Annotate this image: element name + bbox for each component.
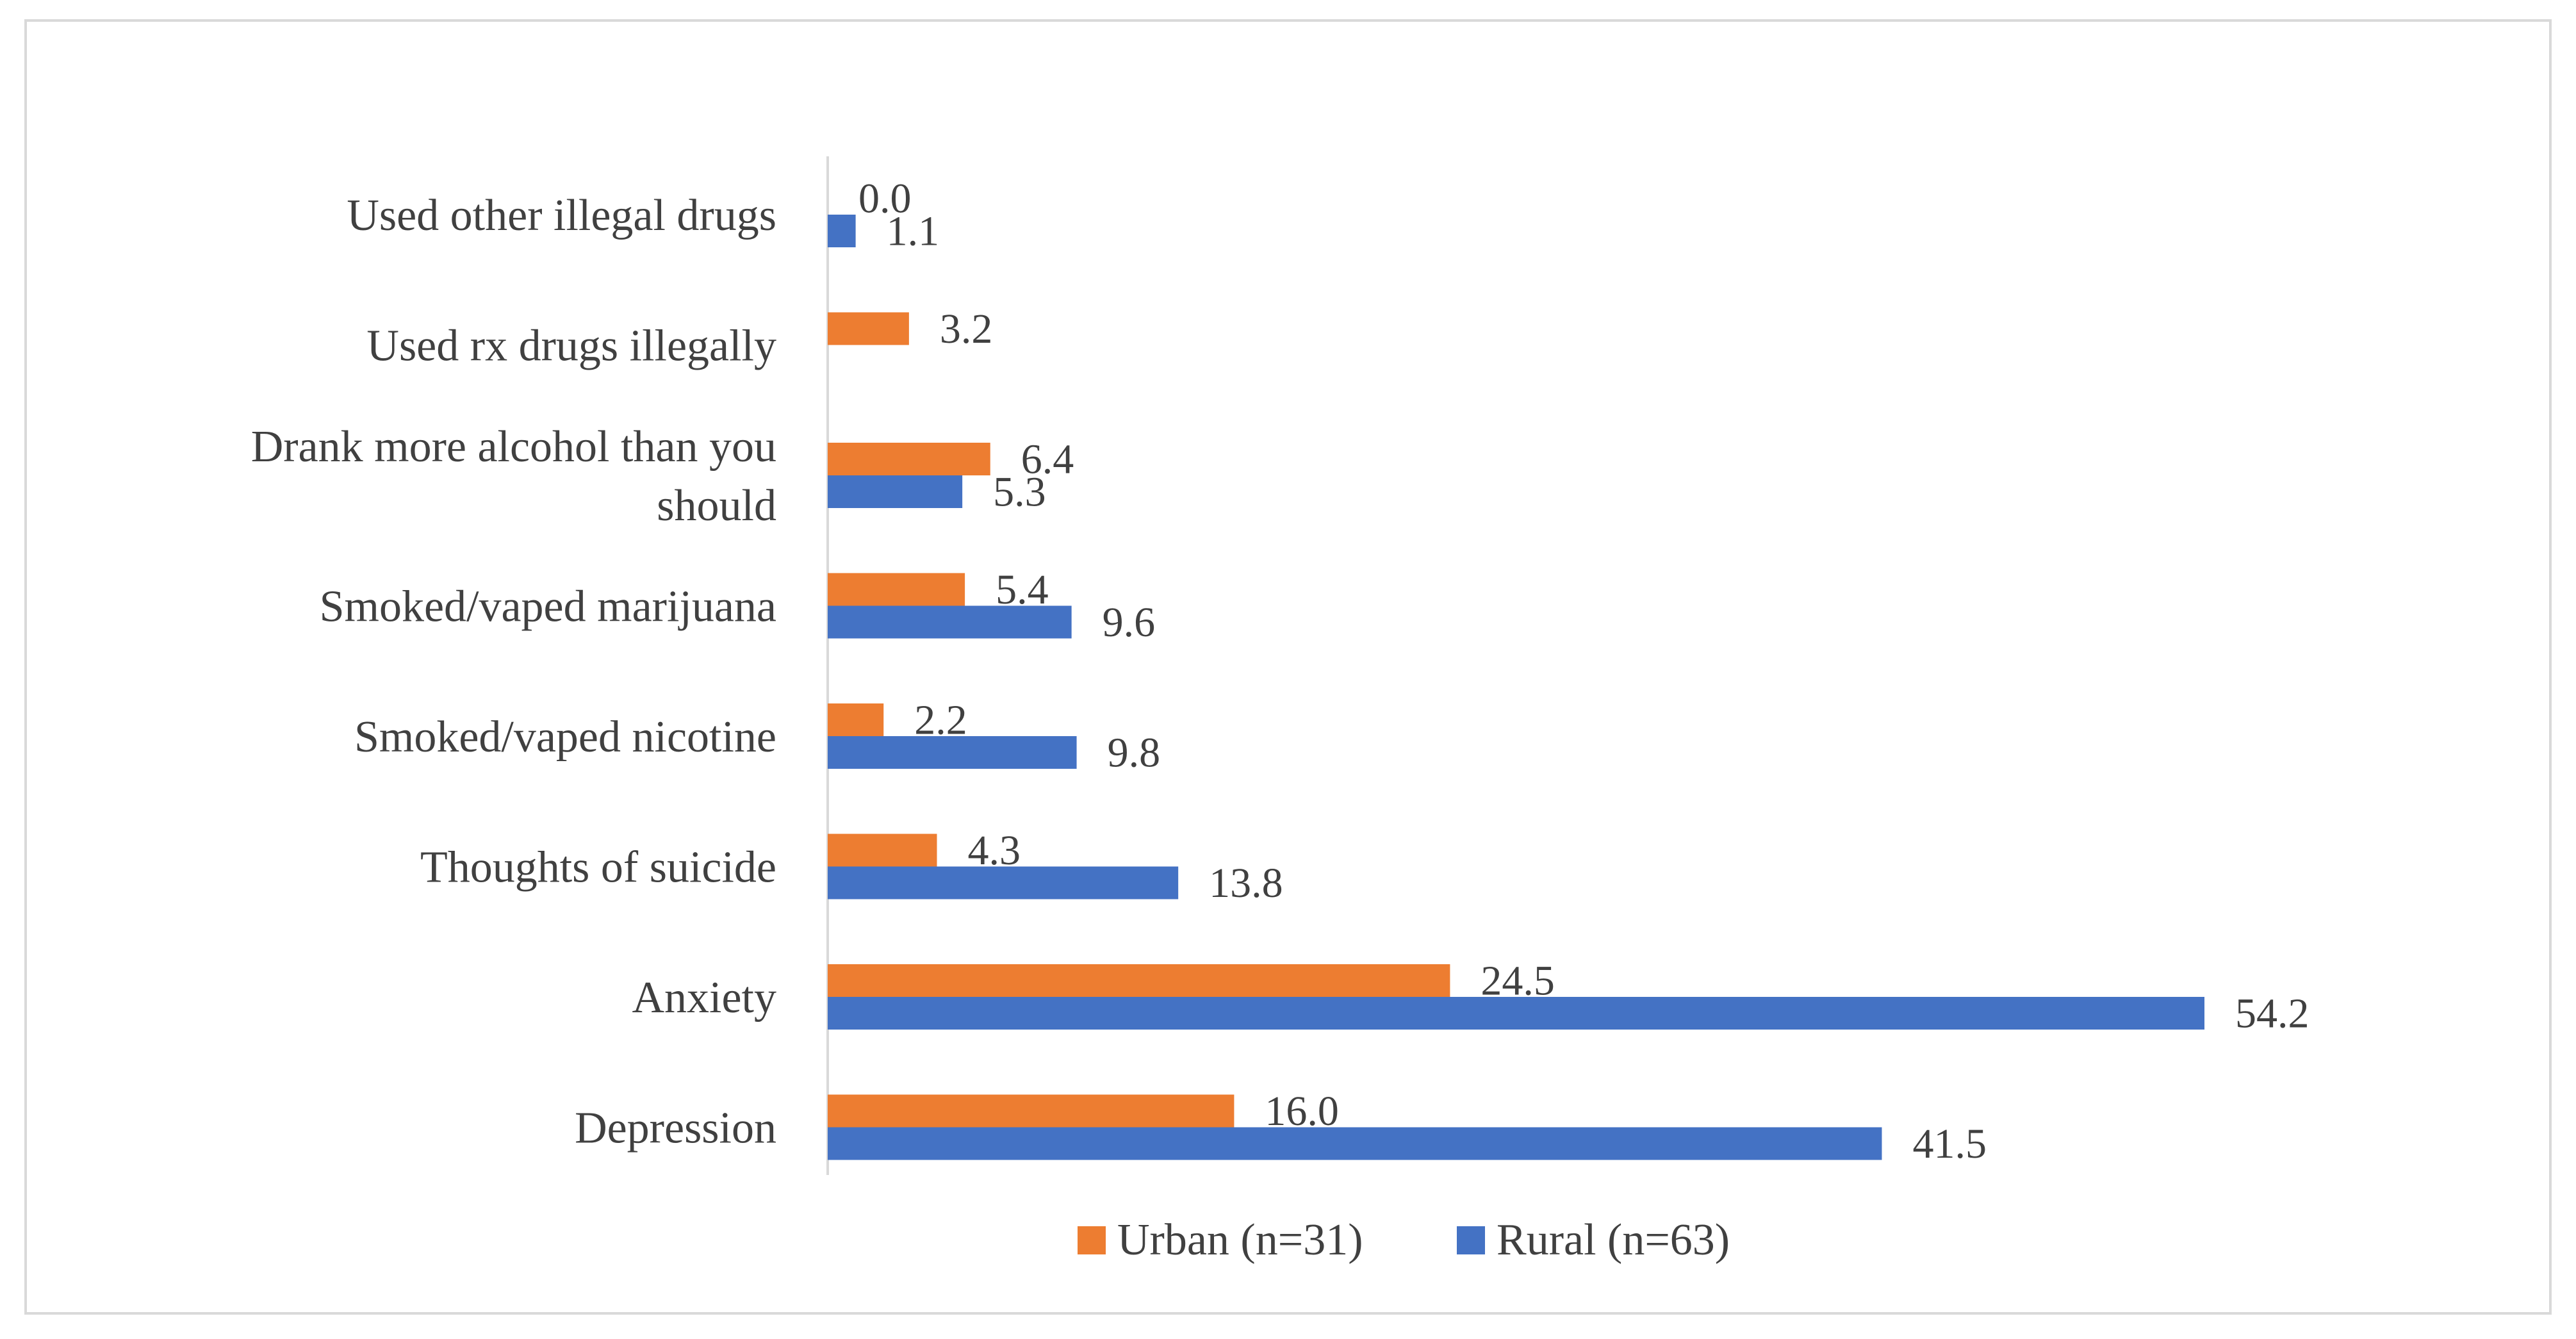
category-labels: Used other illegal drugs Used rx drugs il… <box>251 191 776 1153</box>
data-label: 54.2 <box>2235 990 2309 1037</box>
bar-urban <box>828 573 965 606</box>
legend-swatch-urban <box>1078 1226 1106 1254</box>
bar-rural <box>828 866 1179 900</box>
category-label: Used rx drugs illegally <box>366 322 776 371</box>
category-label-line: should <box>657 481 776 530</box>
data-label: 5.4 <box>996 566 1049 613</box>
category-label: Anxiety <box>632 973 776 1023</box>
category-label-line: Smoked/vaped nicotine <box>354 712 776 762</box>
bar-rural <box>828 736 1077 769</box>
bar-rural <box>828 997 2205 1030</box>
category-label-line: Depression <box>575 1104 776 1153</box>
category-label: Smoked/vaped marijuana <box>320 582 776 632</box>
data-label: 0.0 <box>858 176 912 222</box>
category-label: Drank more alcohol than you should <box>251 422 776 530</box>
bar-rural <box>828 605 1072 639</box>
chart-svg: 0.01.1 3.2 6.45.3 5.4 9.6 2.2 9.8 4.3 13.8 24.5 54… <box>251 156 2309 1265</box>
category-label-line: Smoked/vaped marijuana <box>320 582 776 632</box>
bar-rural <box>828 475 963 508</box>
category-label-line: Anxiety <box>632 973 776 1023</box>
category-label: Smoked/vaped nicotine <box>354 712 776 762</box>
data-label: 6.4 <box>1021 436 1074 483</box>
data-label: 13.8 <box>1209 860 1283 907</box>
data-label: 16.0 <box>1265 1088 1338 1135</box>
category-label-line: Drank more alcohol than you <box>251 422 776 472</box>
bar-urban <box>828 703 884 736</box>
bar-rural <box>828 215 856 247</box>
bar-urban <box>828 312 909 345</box>
legend-label-rural: Rural (n=63) <box>1497 1215 1730 1265</box>
data-label: 4.3 <box>967 827 1021 874</box>
values-layer: 0.01.1 3.2 6.45.3 5.4 9.6 2.2 9.8 4.3 13.8 24.5 54… <box>858 176 2309 1168</box>
bars-layer <box>828 215 2205 1160</box>
bar-urban <box>828 834 937 867</box>
legend: Urban (n=31) Rural (n=63) <box>1078 1215 1730 1265</box>
data-label: 24.5 <box>1481 958 1555 1005</box>
data-label: 5.3 <box>993 469 1046 516</box>
category-label: Used other illegal drugs <box>347 191 776 240</box>
bar-urban <box>828 1094 1235 1128</box>
category-label: Thoughts of suicide <box>420 843 776 892</box>
bar-urban <box>828 964 1450 997</box>
category-label-line: Used rx drugs illegally <box>366 322 776 371</box>
bar-urban <box>828 443 990 475</box>
bar-rural <box>828 1127 1882 1160</box>
data-label: 9.8 <box>1108 730 1161 776</box>
category-label-line: Used other illegal drugs <box>347 191 776 240</box>
category-label-line: Thoughts of suicide <box>420 843 776 892</box>
data-label: 3.2 <box>940 306 993 352</box>
category-label: Depression <box>575 1104 776 1153</box>
chart-frame: 0.0 1.1 3.2 6.4 5.3 5.4 9.6 2.2 9.8 4.3 13.8 24.5 54… <box>24 19 2552 1315</box>
legend-label-urban: Urban (n=31) <box>1117 1215 1363 1265</box>
data-label: 9.6 <box>1103 599 1156 646</box>
data-label: 1.1 <box>887 208 940 255</box>
legend-swatch-rural <box>1457 1226 1485 1254</box>
data-label: 41.5 <box>1912 1121 1987 1167</box>
data-label: 2.2 <box>914 697 967 744</box>
